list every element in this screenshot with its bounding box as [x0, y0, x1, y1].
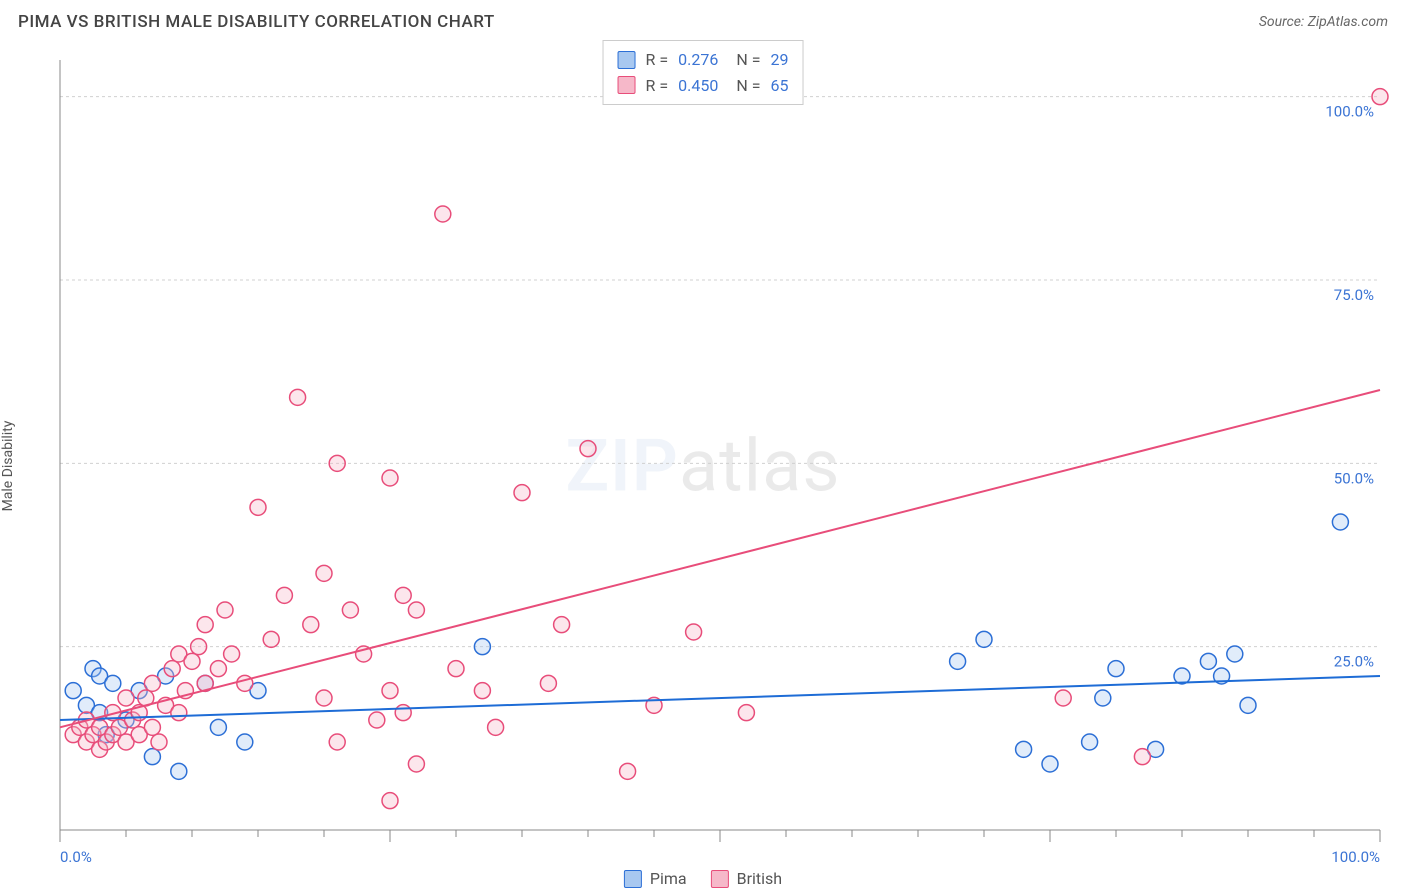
data-point — [1134, 749, 1150, 765]
data-point — [184, 653, 200, 669]
data-point — [1108, 661, 1124, 677]
data-point — [164, 661, 180, 677]
data-point — [171, 705, 187, 721]
data-point — [435, 206, 451, 222]
data-point — [197, 617, 213, 633]
data-point — [144, 749, 160, 765]
legend-swatch — [624, 870, 642, 888]
data-point — [395, 705, 411, 721]
data-point — [408, 602, 424, 618]
data-point — [1332, 514, 1348, 530]
data-point — [620, 763, 636, 779]
data-point — [540, 675, 556, 691]
y-axis-label: Male Disability — [0, 421, 16, 512]
data-point — [118, 690, 134, 706]
data-point — [738, 705, 754, 721]
data-point — [329, 734, 345, 750]
data-point — [554, 617, 570, 633]
data-point — [408, 756, 424, 772]
x-tick-label: 100.0% — [1331, 848, 1380, 866]
data-point — [514, 485, 530, 501]
n-label: N = — [736, 73, 760, 99]
data-point — [217, 602, 233, 618]
data-point — [316, 565, 332, 581]
data-point — [976, 631, 992, 647]
data-point — [316, 690, 332, 706]
data-point — [1227, 646, 1243, 662]
data-point — [1055, 690, 1071, 706]
n-value: 65 — [770, 73, 788, 99]
data-point — [1016, 741, 1032, 757]
data-point — [1240, 697, 1256, 713]
n-value: 29 — [770, 47, 788, 73]
data-point — [105, 675, 121, 691]
chart-title: PIMA VS BRITISH MALE DISABILITY CORRELAT… — [18, 12, 495, 32]
stats-legend-row: R = 0.450 N = 65 — [618, 73, 789, 99]
legend-label: Pima — [650, 869, 687, 888]
data-point — [276, 587, 292, 603]
data-point — [171, 763, 187, 779]
data-point — [950, 653, 966, 669]
data-point — [151, 734, 167, 750]
legend-swatch — [711, 870, 729, 888]
source-attribution: Source: ZipAtlas.com — [1259, 14, 1388, 30]
data-point — [144, 719, 160, 735]
data-point — [250, 499, 266, 515]
n-label: N = — [736, 47, 760, 73]
y-tick-label: 100.0% — [1325, 103, 1374, 121]
data-point — [290, 389, 306, 405]
stats-legend-row: R = 0.276 N = 29 — [618, 47, 789, 73]
data-point — [382, 793, 398, 809]
data-point — [488, 719, 504, 735]
data-point — [382, 470, 398, 486]
data-point — [1200, 653, 1216, 669]
correlation-stats-legend: R = 0.276 N = 29 R = 0.450 N = 65 — [603, 40, 804, 105]
r-value: 0.450 — [678, 73, 718, 99]
data-point — [65, 683, 81, 699]
data-point — [329, 455, 345, 471]
legend-label: British — [737, 869, 782, 888]
data-point — [342, 602, 358, 618]
x-tick-label: 0.0% — [60, 848, 92, 866]
data-point — [210, 661, 226, 677]
y-tick-label: 75.0% — [1334, 286, 1374, 304]
data-point — [1095, 690, 1111, 706]
data-point — [395, 587, 411, 603]
data-point — [210, 719, 226, 735]
data-point — [224, 646, 240, 662]
data-point — [191, 639, 207, 655]
data-point — [1372, 89, 1388, 105]
data-point — [1082, 734, 1098, 750]
data-point — [686, 624, 702, 640]
data-point — [474, 683, 490, 699]
scatter-plot: 25.0% 50.0% 75.0% 100.0% 0.0% 100.0% — [40, 40, 1400, 890]
r-label: R = — [646, 47, 669, 73]
legend-item: Pima — [624, 869, 687, 888]
r-label: R = — [646, 73, 669, 99]
data-point — [144, 675, 160, 691]
data-point — [369, 712, 385, 728]
legend-swatch — [618, 51, 636, 69]
data-point — [263, 631, 279, 647]
data-point — [580, 441, 596, 457]
data-point — [1042, 756, 1058, 772]
series-legend: Pima British — [624, 869, 782, 888]
chart-container: Male Disability ZIPatlas 25.0%50.0%75.0%… — [0, 40, 1406, 892]
y-tick-label: 25.0% — [1334, 653, 1374, 671]
data-point — [474, 639, 490, 655]
data-point — [303, 617, 319, 633]
r-value: 0.276 — [678, 47, 718, 73]
y-tick-label: 50.0% — [1334, 469, 1374, 487]
data-point — [448, 661, 464, 677]
legend-swatch — [618, 76, 636, 94]
data-point — [382, 683, 398, 699]
data-point — [237, 734, 253, 750]
legend-item: British — [711, 869, 782, 888]
